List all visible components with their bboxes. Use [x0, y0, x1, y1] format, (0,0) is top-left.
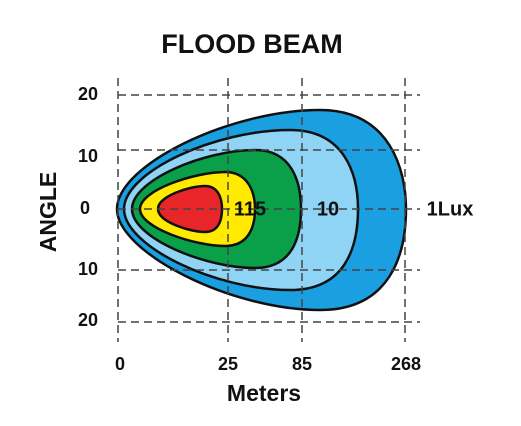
- x-tick-label: 0: [115, 354, 125, 374]
- y-tick-label: 10: [78, 259, 98, 279]
- x-tick-label: 268: [391, 354, 421, 374]
- y-axis-label: ANGLE: [35, 172, 61, 253]
- contour-label: 10: [317, 198, 339, 220]
- y-tick-label: 10: [78, 146, 98, 166]
- grid: [117, 78, 420, 342]
- x-tick-label: 25: [218, 354, 238, 374]
- x-axis-label: Meters: [227, 380, 301, 406]
- contour-label: 1Lux: [427, 198, 474, 220]
- y-tick-label: 20: [78, 310, 98, 330]
- y-tick-label: 20: [78, 84, 98, 104]
- y-tick-label: 0: [80, 198, 90, 218]
- x-tick-label: 85: [292, 354, 312, 374]
- contour-label: 115: [234, 198, 266, 220]
- title: FLOOD BEAM: [161, 29, 343, 59]
